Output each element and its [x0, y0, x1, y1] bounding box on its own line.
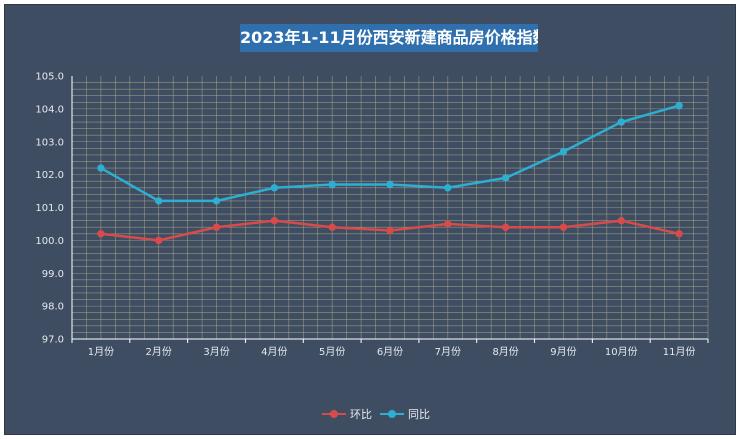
data-point-series-1: [155, 236, 163, 245]
y-tick-label: 98.0: [42, 302, 64, 313]
x-tick-label: 6月份: [377, 346, 403, 358]
y-tick-label: 100.0: [35, 236, 64, 247]
x-tick-label: 8月份: [492, 346, 518, 358]
legend-swatch-series-1: [322, 409, 346, 419]
data-point-series-2: [675, 101, 683, 110]
data-point-series-2: [212, 197, 221, 205]
grid: [72, 76, 709, 339]
legend-swatch-series-2: [380, 409, 404, 419]
data-point-series-1: [386, 226, 394, 235]
data-point-series-2: [559, 147, 568, 156]
x-tick-label: 2月份: [146, 346, 172, 358]
x-tick-label: 11月份: [663, 346, 696, 358]
data-point-series-2: [155, 197, 163, 205]
legend-item-series-1[interactable]: 环比: [322, 406, 372, 422]
legend-item-series-2[interactable]: 同比: [380, 406, 430, 422]
x-tick-label: 10月份: [605, 346, 638, 358]
legend-label-series-2: 同比: [408, 408, 430, 421]
data-point-series-1: [212, 223, 221, 231]
data-point-series-2: [270, 184, 279, 192]
x-tick-label: 4月份: [261, 346, 287, 358]
y-tick-label: 102.0: [35, 170, 64, 181]
data-point-series-1: [444, 220, 452, 228]
y-tick-label: 97.0: [42, 335, 64, 346]
x-tick-label: 3月份: [203, 346, 229, 358]
y-tick-label: 105.0: [35, 72, 64, 83]
data-point-series-1: [559, 223, 568, 231]
data-point-series-1: [328, 223, 336, 231]
y-tick-label: 104.0: [35, 104, 64, 115]
x-tick-label: 9月份: [550, 346, 576, 358]
series-layer: [97, 101, 683, 245]
data-point-series-1: [675, 230, 683, 238]
data-point-series-2: [617, 118, 625, 126]
chart-title: 2023年1-11月份西安新建商品房价格指数: [240, 24, 538, 52]
data-point-series-2: [501, 174, 510, 182]
y-tick-label: 103.0: [35, 137, 64, 148]
data-point-series-2: [386, 180, 394, 189]
data-point-series-1: [501, 223, 510, 231]
data-point-series-1: [270, 216, 279, 225]
axes: 97.0 98.0 99.0 100.0 101.0 102.0 103.0 104.0 105…: [35, 72, 709, 358]
data-point-series-2: [328, 180, 336, 189]
chart-frame: [4, 4, 736, 435]
data-point-series-1: [97, 230, 105, 238]
data-point-series-1: [617, 216, 625, 225]
x-tick-label: 7月份: [435, 346, 461, 358]
data-point-series-2: [97, 164, 105, 172]
data-point-series-2: [444, 184, 452, 192]
x-tick-label: 5月份: [319, 346, 345, 358]
legend: 环比 同比: [322, 406, 430, 422]
legend-label-series-1: 环比: [350, 408, 372, 421]
x-tick-label: 1月份: [88, 346, 114, 358]
y-tick-label: 101.0: [35, 203, 64, 214]
y-tick-label: 99.0: [42, 269, 64, 280]
